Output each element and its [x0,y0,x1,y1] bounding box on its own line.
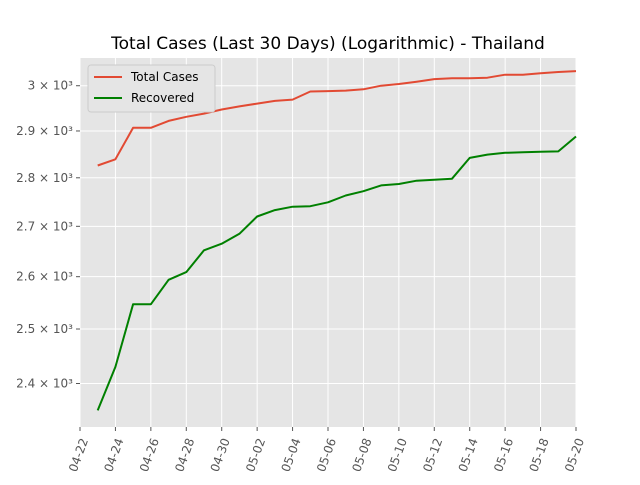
legend: Total Cases Recovered [87,64,216,113]
chart-title: Total Cases (Last 30 Days) (Logarithmic)… [110,34,545,54]
series-lines [96,70,577,411]
y-axis-ticks: 2.4 × 10³ 2.5 × 10³ 2.6 × 10³ 2.7 × 10³ 2.8 … [16,79,80,390]
y-tick-label: 2.5 × 10³ [16,322,73,336]
y-tick-label: 3 × 10³ [28,79,74,93]
legend-label: Total Cases [130,70,198,84]
y-tick-label: 2.8 × 10³ [16,171,73,185]
series-line-recovered [96,135,577,411]
y-tick-label: 2.9 × 10³ [16,124,73,138]
y-tick-label: 2.7 × 10³ [16,219,73,233]
y-tick-label: 2.4 × 10³ [16,376,73,390]
legend-label: Recovered [131,91,194,105]
gridlines [79,58,577,427]
y-tick-label: 2.6 × 10³ [16,270,73,284]
series-line-total-cases [97,70,577,167]
